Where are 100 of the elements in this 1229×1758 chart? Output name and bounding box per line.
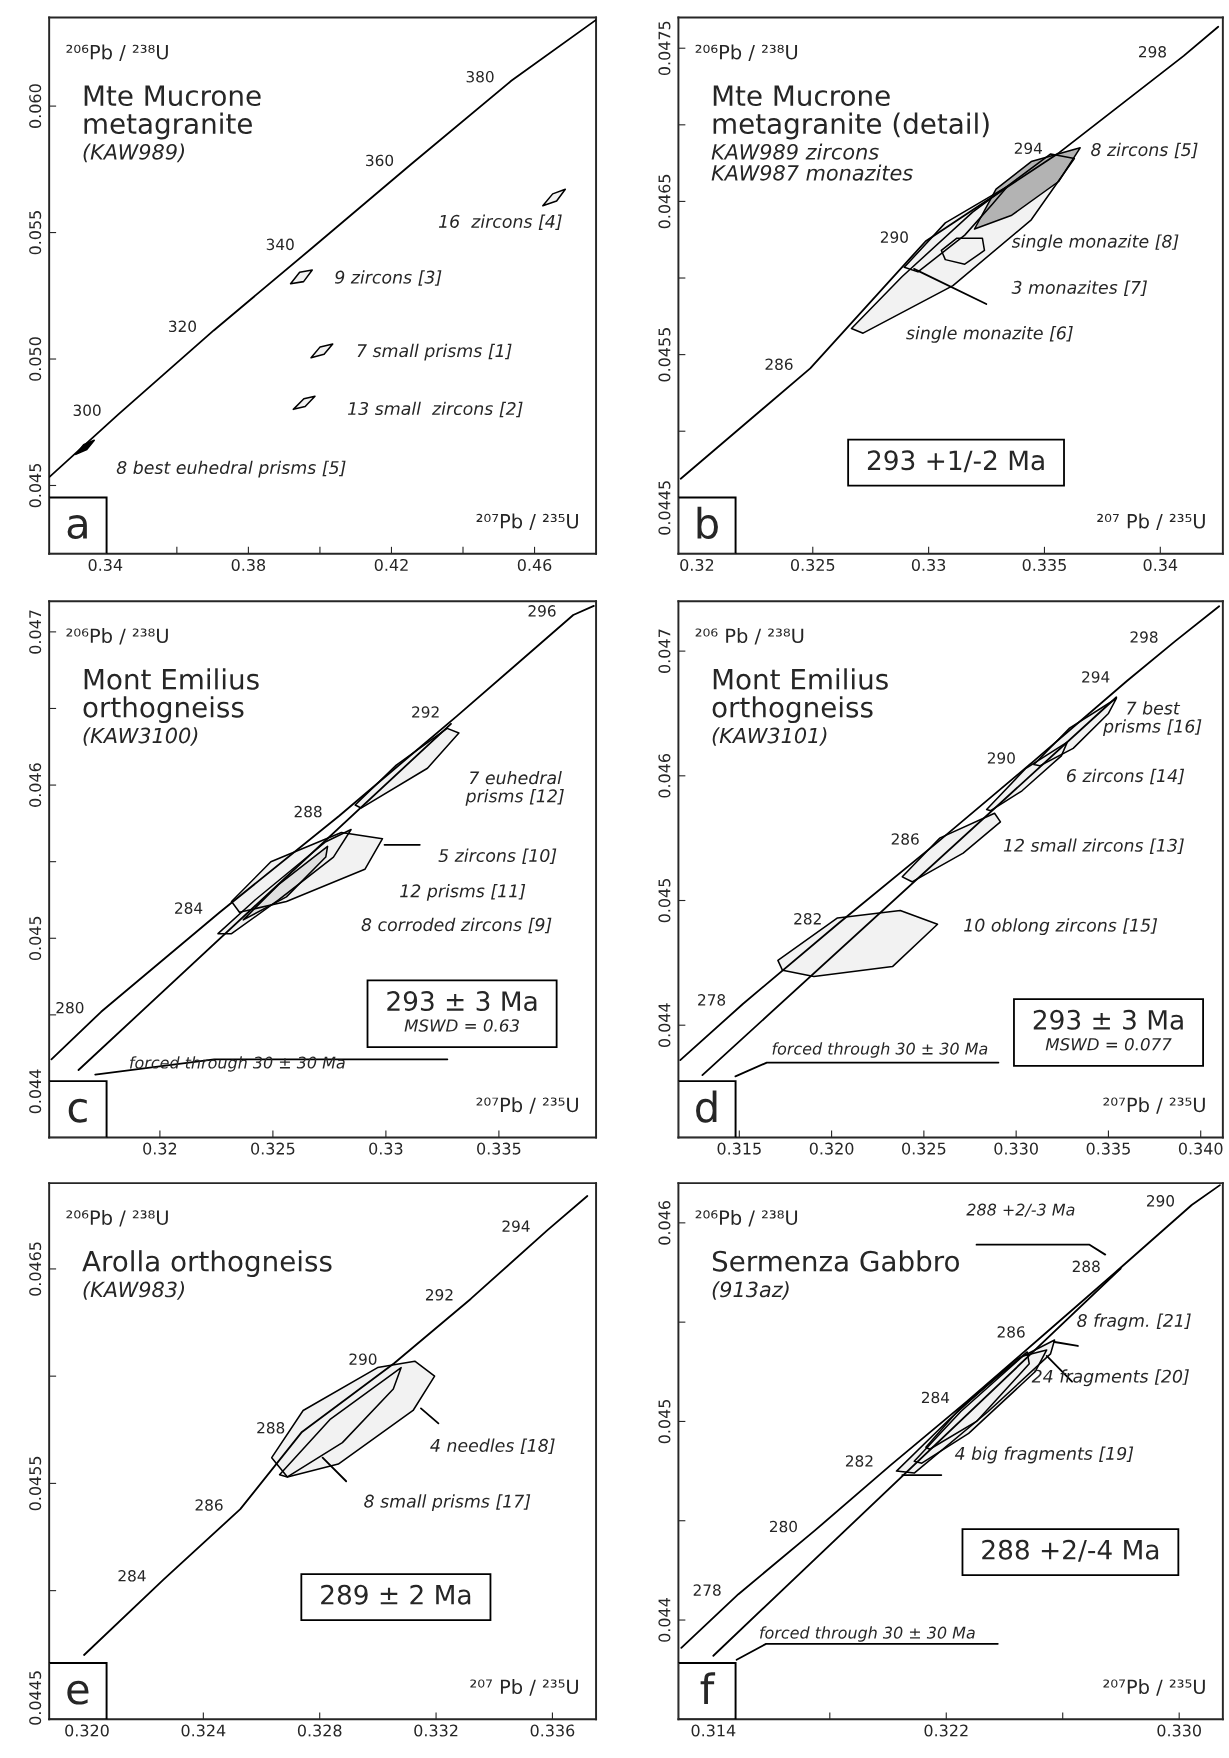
x-tick-label: 0.322 bbox=[924, 1724, 968, 1737]
x-tick-label: 0.34 bbox=[1143, 558, 1178, 571]
annotation: 360 bbox=[366, 154, 394, 167]
y-tick-label: 0.055 bbox=[29, 211, 42, 255]
x-axis-title: ²⁰⁷Pb / ²³⁵U bbox=[1103, 1097, 1205, 1114]
annotation: 278 bbox=[698, 994, 726, 1006]
y-tick-label: 0.045 bbox=[658, 1399, 671, 1444]
annotation: 320 bbox=[169, 320, 197, 333]
x-tick-label: 0.325 bbox=[251, 1142, 295, 1155]
x-axis-title: ²⁰⁷ Pb / ²³⁵U bbox=[1097, 513, 1205, 531]
x-tick-label: 0.325 bbox=[790, 558, 835, 571]
y-tick-label: 0.045 bbox=[29, 916, 42, 961]
annotation: d bbox=[696, 1090, 717, 1123]
annotation: 293 ± 3 Ma bbox=[387, 991, 537, 1012]
text: Mont Emilius orthogneiss bbox=[83, 668, 259, 724]
text: Mte Mucrone metagranite bbox=[84, 85, 261, 140]
y-tick-label: 0.046 bbox=[29, 763, 42, 807]
y-tick-label: 0.0445 bbox=[29, 1671, 42, 1725]
x-tick-label: 0.335 bbox=[477, 1142, 521, 1155]
y-axis-title: ²⁰⁶Pb / ²³⁸U bbox=[695, 44, 798, 61]
annotation: 8 fragm. [21] bbox=[1077, 1313, 1191, 1331]
annotation: 280 bbox=[56, 1001, 84, 1014]
annotation: 294 bbox=[502, 1220, 530, 1232]
annotation: 294 bbox=[1082, 671, 1110, 683]
annotation: 4 needles [18] bbox=[430, 1438, 555, 1455]
annotation: 12 small zircons [13] bbox=[1003, 838, 1184, 854]
text: (913az) bbox=[712, 1281, 789, 1300]
x-tick-label: 0.33 bbox=[369, 1142, 403, 1155]
annotation: 9 zircons [3] bbox=[335, 270, 442, 286]
annotation: forced through 30 ± 30 Ma bbox=[772, 1042, 988, 1058]
annotation: 286 bbox=[891, 833, 919, 845]
annotation: 5 zircons [10] bbox=[438, 848, 557, 865]
annotation: 296 bbox=[528, 605, 556, 617]
annotation: 380 bbox=[466, 70, 494, 83]
annotation: single monazite [8] bbox=[1011, 234, 1179, 252]
x-tick-label: 0.315 bbox=[717, 1142, 761, 1155]
x-tick-label: 0.325 bbox=[902, 1142, 946, 1155]
annotation: forced through 30 ± 30 Ma bbox=[760, 1626, 975, 1642]
text: Mte Mucrone metagranite (detail) bbox=[713, 85, 989, 140]
text: KAW989 zircons KAW987 monazites bbox=[711, 143, 913, 181]
x-tick-label: 0.340 bbox=[1178, 1142, 1223, 1155]
annotation: 24 fragments [20] bbox=[1031, 1369, 1189, 1387]
annotation: 340 bbox=[266, 238, 294, 251]
x-tick-label: 0.330 bbox=[1157, 1724, 1201, 1737]
annotation: f bbox=[700, 1672, 716, 1705]
annotation: 300 bbox=[73, 404, 101, 417]
text: (KAW989) bbox=[83, 143, 185, 163]
annotation: 286 bbox=[765, 358, 793, 371]
annotation: 292 bbox=[425, 1289, 453, 1301]
annotation: b bbox=[697, 506, 718, 540]
text: Sermenza Gabbro bbox=[712, 1250, 959, 1272]
annotation: 16 zircons [4] bbox=[438, 214, 562, 231]
annotation: single monazite [6] bbox=[906, 326, 1073, 343]
annotation: 8 corroded zircons [9] bbox=[361, 917, 552, 934]
annotation: MSWD = 0.077 bbox=[1045, 1037, 1172, 1051]
annotation: 13 small zircons [2] bbox=[347, 401, 523, 418]
x-tick-label: 0.42 bbox=[374, 558, 408, 571]
y-tick-label: 0.045 bbox=[29, 464, 42, 508]
y-axis-title: ²⁰⁶ Pb / ²³⁸U bbox=[695, 628, 804, 645]
text: (KAW3101) bbox=[712, 727, 827, 746]
annotation: 12 prisms [11] bbox=[400, 883, 526, 901]
annotation: 284 bbox=[175, 902, 203, 914]
x-axis-title: ²⁰⁷Pb / ²³⁵U bbox=[1103, 1679, 1205, 1696]
annotation: 284 bbox=[921, 1391, 950, 1404]
y-tick-label: 0.050 bbox=[29, 337, 42, 381]
annotation: 8 small prisms [17] bbox=[364, 1494, 531, 1512]
y-tick-label: 0.044 bbox=[658, 1598, 671, 1642]
text: (KAW983) bbox=[83, 1281, 185, 1300]
y-axis-title: ²⁰⁶Pb / ²³⁸U bbox=[66, 628, 168, 645]
x-axis-title: ²⁰⁷Pb / ²³⁵U bbox=[476, 1097, 578, 1114]
x-tick-label: 0.335 bbox=[1086, 1142, 1130, 1155]
x-tick-label: 0.32 bbox=[143, 1142, 177, 1155]
annotation: 289 ± 2 Ma bbox=[321, 1584, 471, 1605]
x-tick-label: 0.34 bbox=[88, 558, 123, 571]
y-tick-label: 0.045 bbox=[658, 879, 671, 923]
text: Mont Emilius orthogneiss bbox=[712, 668, 888, 724]
y-axis-title: ²⁰⁶Pb / ²³⁸U bbox=[695, 1209, 798, 1227]
annotation: 288 +2/-4 Ma bbox=[982, 1539, 1159, 1562]
text: Arolla orthogneiss bbox=[82, 1250, 332, 1278]
y-tick-label: 0.047 bbox=[29, 610, 42, 654]
annotation: c bbox=[68, 1098, 87, 1123]
annotation: 8 zircons [5] bbox=[1091, 142, 1198, 159]
x-tick-label: 0.38 bbox=[231, 558, 266, 571]
annotation: 290 bbox=[349, 1353, 377, 1365]
annotation: 7 euhedral prisms [12] bbox=[465, 770, 564, 806]
annotation: forced through 30 ± 30 Ma bbox=[129, 1056, 345, 1072]
x-tick-label: 0.336 bbox=[530, 1724, 575, 1737]
annotation: 290 bbox=[1146, 1195, 1175, 1207]
x-tick-label: 0.314 bbox=[691, 1724, 736, 1737]
x-tick-label: 0.46 bbox=[517, 558, 552, 571]
y-axis-title: ²⁰⁶Pb / ²³⁸U bbox=[66, 44, 168, 61]
y-tick-label: 0.0465 bbox=[658, 174, 671, 229]
y-tick-label: 0.044 bbox=[658, 1003, 671, 1048]
y-tick-label: 0.0465 bbox=[29, 1242, 42, 1296]
annotation: 282 bbox=[794, 913, 821, 925]
annotation: 280 bbox=[769, 1520, 797, 1533]
annotation: 292 bbox=[412, 706, 439, 718]
x-axis-title: ²⁰⁷Pb / ²³⁵U bbox=[476, 513, 578, 531]
annotation: 293 ± 3 Ma bbox=[1033, 1009, 1183, 1030]
annotation: 288 bbox=[1072, 1260, 1100, 1273]
